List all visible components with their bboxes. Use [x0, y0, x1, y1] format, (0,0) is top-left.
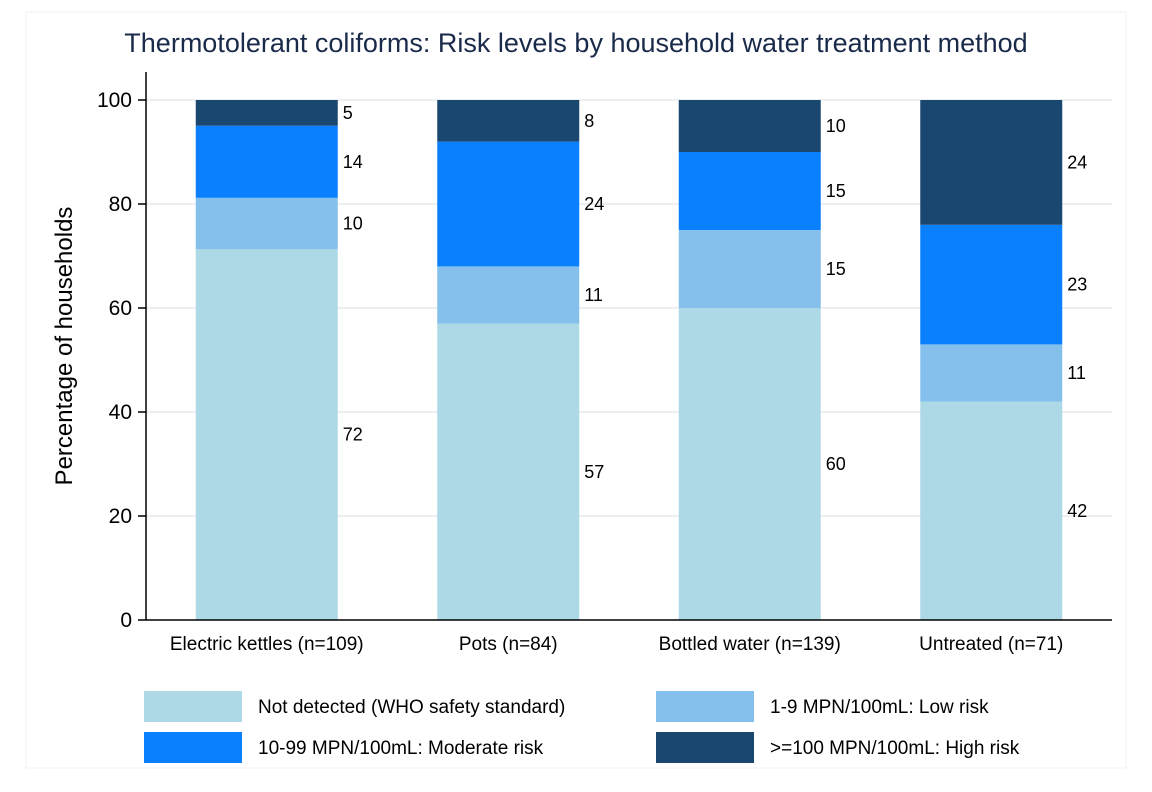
data-label: 24 — [1067, 152, 1087, 172]
data-label: 24 — [584, 194, 604, 214]
data-label: 10 — [826, 116, 846, 136]
legend-label: 1-9 MPN/100mL: Low risk — [770, 697, 989, 718]
legend-swatch — [656, 732, 754, 763]
y-ticks: 0 20 40 60 80 100 — [97, 89, 146, 632]
legend-label: 10-99 MPN/100mL: Moderate risk — [258, 738, 544, 759]
legend-swatch — [144, 691, 242, 722]
bar-segment — [195, 125, 338, 198]
data-label: 10 — [343, 214, 363, 234]
data-label: 5 — [343, 103, 353, 123]
y-axis-label: Percentage of households — [51, 207, 78, 486]
data-label: 60 — [826, 454, 846, 474]
x-categories: Electric kettles (n=109) Pots (n=84) Bottl… — [170, 634, 1063, 655]
x-category-label: Bottled water (n=139) — [659, 634, 841, 655]
legend-label: Not detected (WHO safety standard) — [258, 697, 565, 718]
y-tick-label: 20 — [109, 505, 132, 528]
bar-segment — [437, 266, 580, 324]
data-label: 11 — [584, 285, 603, 305]
bar-segment — [195, 197, 338, 250]
x-category-label: Pots (n=84) — [459, 634, 558, 655]
data-label: 15 — [826, 259, 846, 279]
chart-title: Thermotolerant coliforms: Risk levels by… — [124, 28, 1027, 58]
axes — [145, 72, 1112, 621]
y-tick-label: 60 — [109, 297, 132, 320]
bar-segment — [920, 344, 1063, 402]
bar-segment — [678, 230, 821, 308]
legend-swatch — [144, 732, 242, 763]
bar-segment — [678, 100, 821, 152]
y-tick-label: 40 — [109, 401, 132, 424]
bar-segment — [437, 323, 580, 620]
data-label: 23 — [1067, 275, 1087, 295]
data-label: 72 — [343, 425, 363, 445]
data-labels: 72 10 14 5 57 11 24 8 60 15 15 10 42 11 23 24 — [343, 103, 1088, 521]
data-label: 8 — [584, 111, 594, 131]
bar-segment — [920, 401, 1063, 620]
data-label: 11 — [1067, 363, 1086, 383]
bar-segment — [920, 100, 1063, 225]
bar-segment — [437, 141, 580, 267]
data-label: 42 — [1067, 501, 1087, 521]
bar-segment — [437, 100, 580, 142]
legend-label: >=100 MPN/100mL: High risk — [770, 738, 1020, 759]
y-tick-label: 0 — [120, 609, 132, 632]
bars — [195, 100, 1063, 620]
x-category-label: Untreated (n=71) — [919, 634, 1063, 655]
y-tick-label: 100 — [97, 89, 132, 112]
data-label: 14 — [343, 152, 363, 172]
legend-swatch — [656, 691, 754, 722]
bar-segment — [195, 100, 338, 126]
bar-segment — [920, 224, 1063, 345]
y-tick-label: 80 — [109, 193, 132, 216]
legend: Not detected (WHO safety standard) 1-9 MP… — [144, 691, 1020, 763]
data-label: 15 — [826, 181, 846, 201]
bar-segment — [195, 249, 338, 620]
bar-segment — [678, 308, 821, 620]
bar-segment — [678, 152, 821, 230]
data-label: 57 — [584, 462, 604, 482]
x-category-label: Electric kettles (n=109) — [170, 634, 364, 655]
